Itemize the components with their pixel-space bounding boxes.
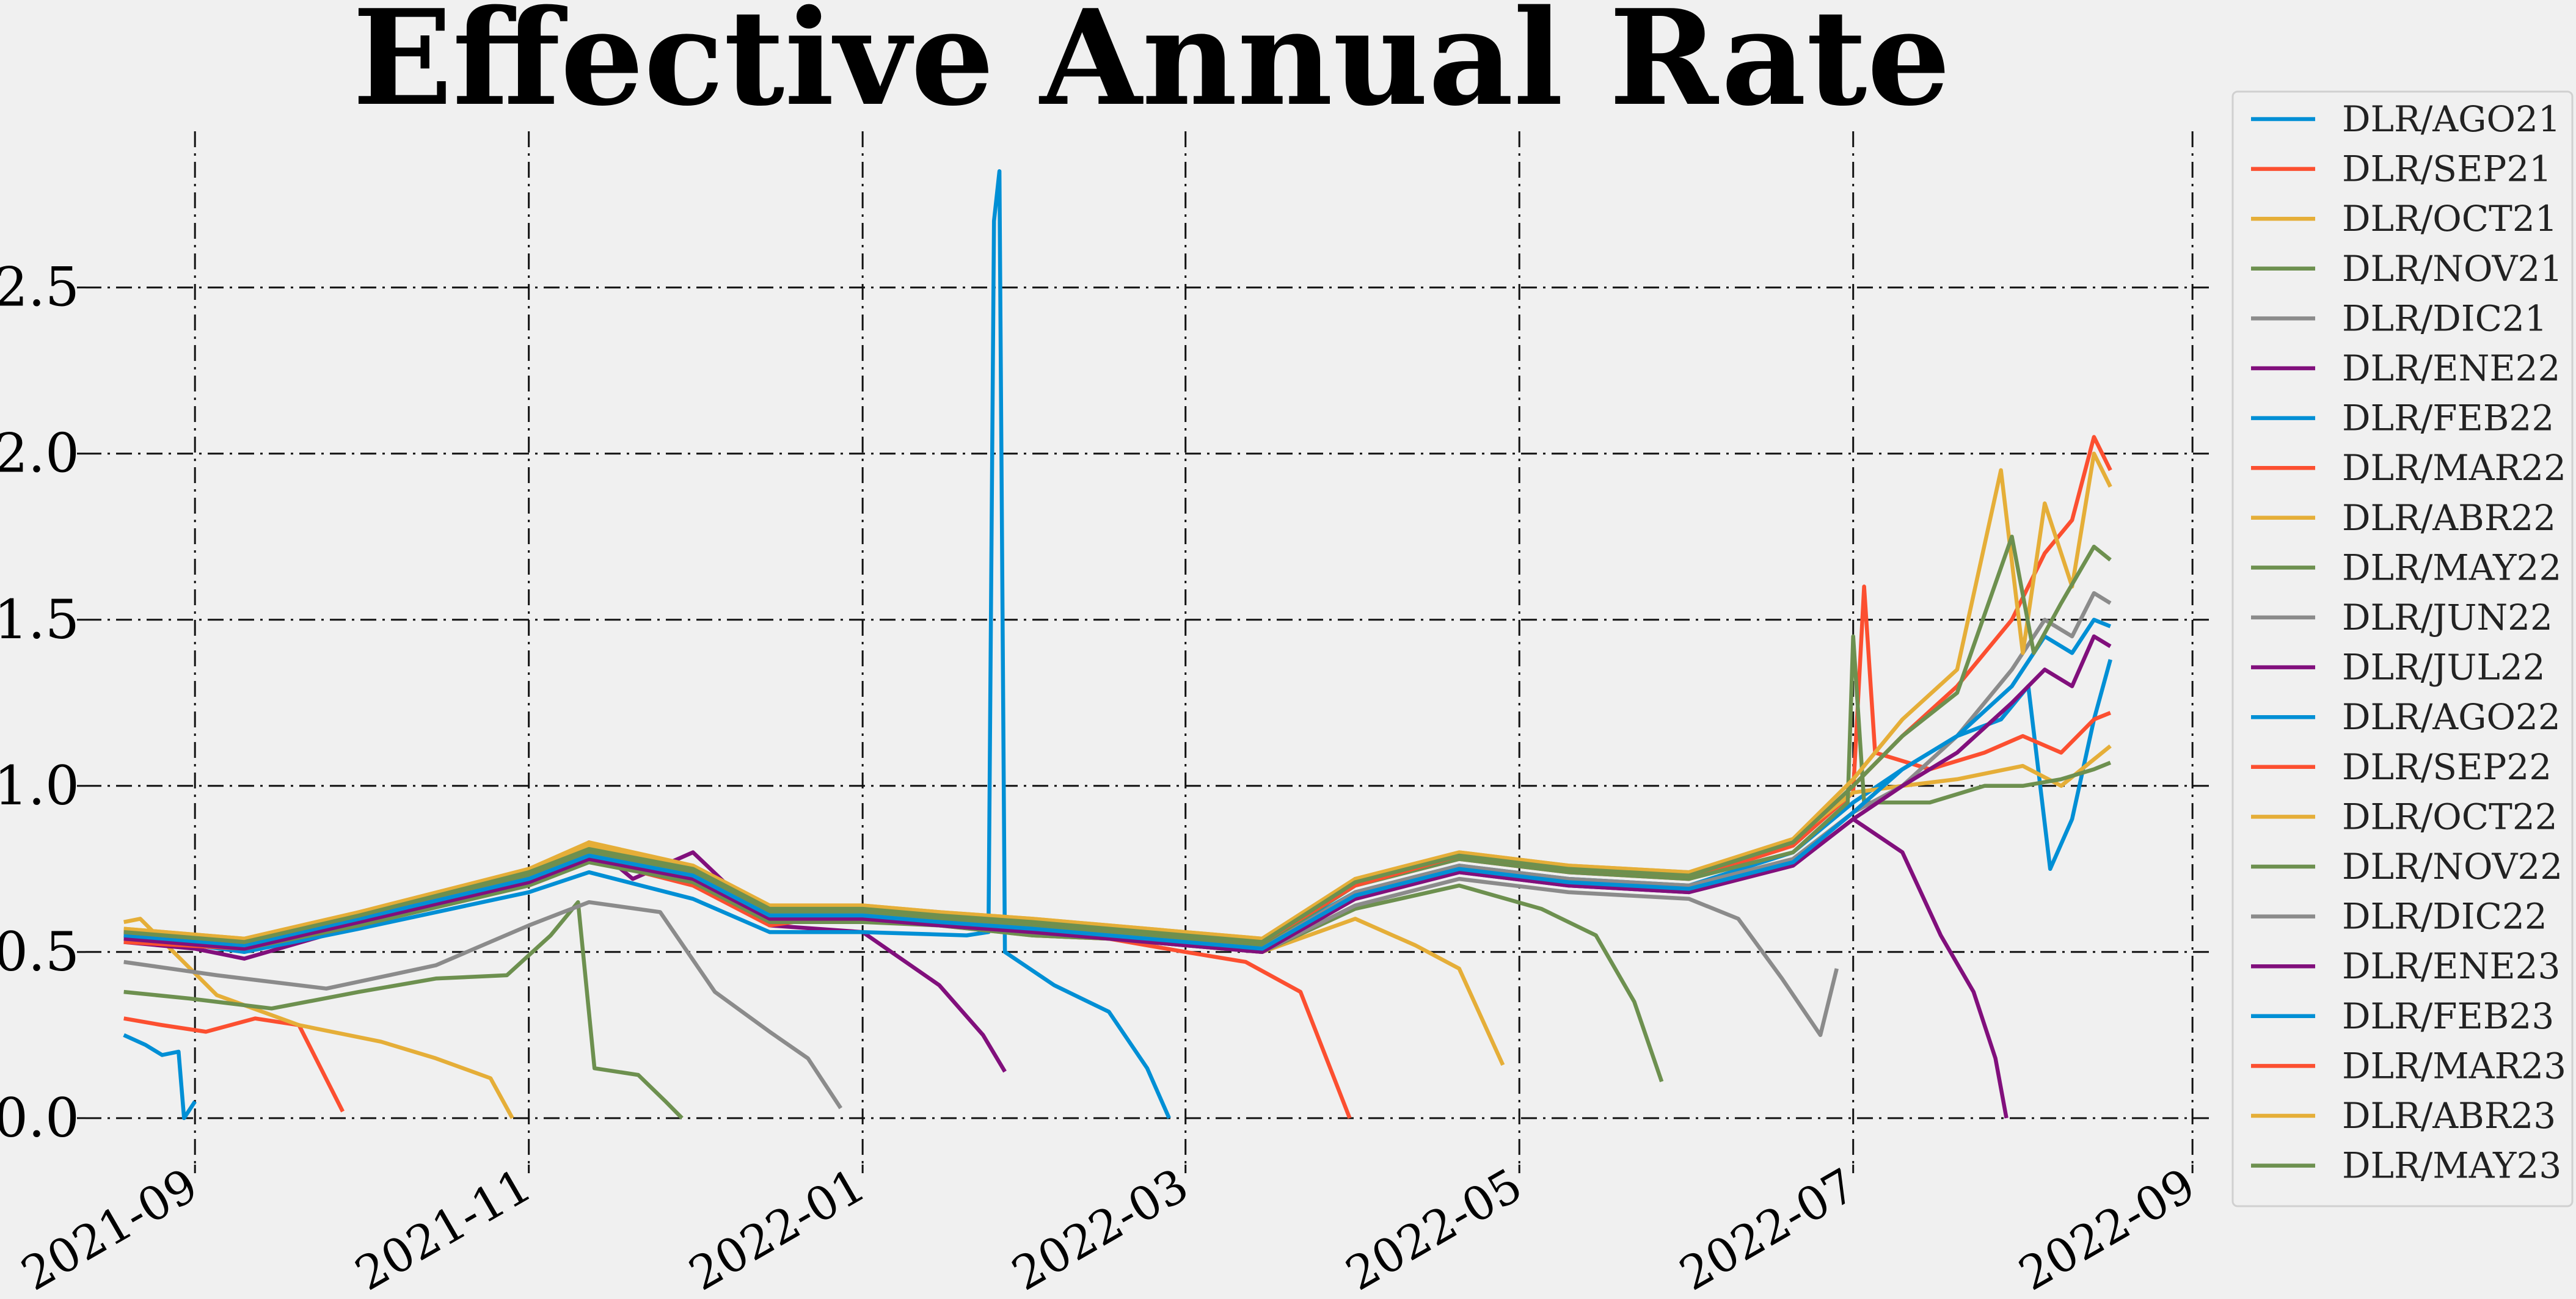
legend-label: DLR/OCT22 bbox=[2342, 796, 2558, 837]
series-line-dlr-nov21 bbox=[123, 900, 684, 1120]
legend-label: DLR/SEP22 bbox=[2342, 746, 2552, 788]
series-line-dlr-ene23 bbox=[123, 634, 2112, 955]
series-line-dlr-feb22 bbox=[123, 169, 1171, 1119]
legend-label: DLR/MAR23 bbox=[2342, 1045, 2566, 1086]
y-axis-ticks: 0.0 0.5 1.0 1.5 2.0 2.5 bbox=[0, 256, 86, 1149]
legend-label: DLR/ENE22 bbox=[2342, 347, 2560, 389]
legend-label: DLR/SEP21 bbox=[2342, 148, 2552, 190]
x-axis-ticks: 2021-09 2021-11 2022-01 2022-03 2022-05 2022-… bbox=[12, 1158, 2204, 1299]
y-tick-label: 0.5 bbox=[0, 920, 79, 983]
legend-frame bbox=[2231, 90, 2574, 1207]
x-tick-label: 2021-09 bbox=[12, 1158, 206, 1299]
legend-label: DLR/ABR22 bbox=[2342, 497, 2556, 539]
legend-label: DLR/AGO22 bbox=[2342, 696, 2561, 738]
x-tick-label: 2022-05 bbox=[1337, 1158, 1531, 1299]
gridlines bbox=[86, 131, 2214, 1165]
series-line-dlr-abr23 bbox=[123, 451, 2112, 941]
x-tick-label: 2022-01 bbox=[680, 1158, 874, 1299]
series-line-dlr-ene22 bbox=[123, 840, 1007, 1073]
series-line-dlr-sep22 bbox=[123, 584, 2112, 944]
x-tick-label: 2022-07 bbox=[1671, 1158, 1865, 1299]
y-tick-label: 1.0 bbox=[0, 754, 79, 817]
legend-label: DLR/DIC22 bbox=[2342, 896, 2547, 937]
x-tick-label: 2022-03 bbox=[1003, 1158, 1197, 1299]
legend-label: DLR/MAR22 bbox=[2342, 447, 2566, 489]
legend-label: DLR/FEB22 bbox=[2342, 398, 2554, 439]
series-line-dlr-may22 bbox=[123, 860, 1664, 1083]
series-lines bbox=[123, 169, 2112, 1121]
legend-label: DLR/DIC21 bbox=[2342, 297, 2547, 339]
legend-label: DLR/NOV21 bbox=[2342, 248, 2563, 289]
x-tick-label: 2022-09 bbox=[2010, 1158, 2204, 1299]
y-tick-label: 0.0 bbox=[0, 1086, 79, 1149]
y-tick-label: 2.0 bbox=[0, 422, 79, 485]
chart-title: Effective Annual Rate bbox=[352, 0, 1950, 135]
legend-label: DLR/AGO21 bbox=[2342, 98, 2561, 140]
legend-label: DLR/ABR23 bbox=[2342, 1095, 2556, 1137]
x-tick-label: 2021-11 bbox=[346, 1158, 541, 1299]
series-line-dlr-may23 bbox=[123, 534, 2112, 944]
series-line-dlr-ago21 bbox=[123, 1033, 197, 1121]
legend: DLR/AGO21 DLR/SEP21 DLR/OCT21 DLR/NOV21 DLR/… bbox=[2231, 90, 2574, 1207]
series-line-dlr-abr22 bbox=[123, 853, 1505, 1066]
legend-label: DLR/JUL22 bbox=[2342, 647, 2545, 688]
legend-label: DLR/FEB23 bbox=[2342, 995, 2554, 1037]
legend-label: DLR/JUN22 bbox=[2342, 597, 2553, 638]
y-tick-label: 2.5 bbox=[0, 256, 79, 319]
series-line-dlr-feb23 bbox=[123, 617, 2112, 951]
legend-label: DLR/NOV22 bbox=[2342, 846, 2563, 887]
legend-label: DLR/OCT21 bbox=[2342, 198, 2558, 239]
legend-label: DLR/ENE23 bbox=[2342, 945, 2560, 987]
series-line-dlr-sep21 bbox=[123, 1016, 345, 1113]
series-line-dlr-dic21 bbox=[123, 900, 843, 1110]
series-line-dlr-mar23 bbox=[123, 435, 2112, 944]
legend-label: DLR/MAY23 bbox=[2342, 1145, 2561, 1187]
y-tick-label: 1.5 bbox=[0, 588, 79, 651]
legend-label: DLR/MAY22 bbox=[2342, 547, 2561, 588]
